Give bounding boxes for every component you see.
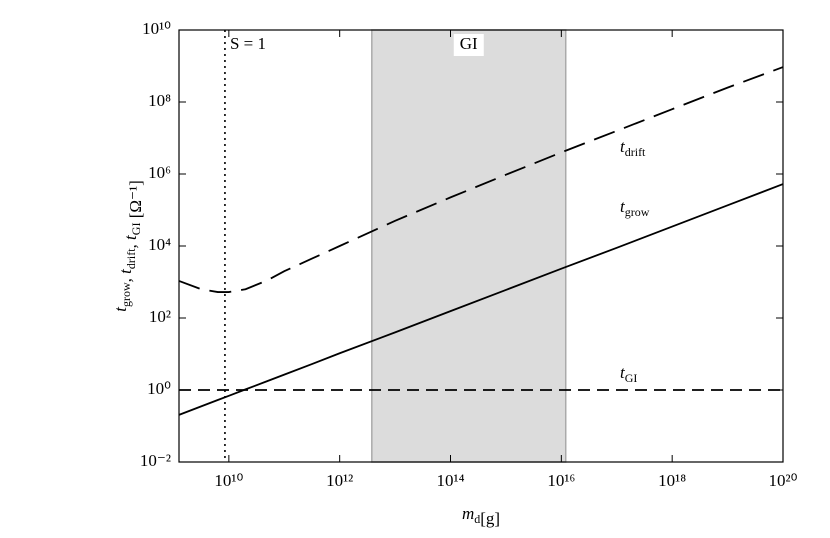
- x-axis-label: md[g]: [462, 504, 500, 528]
- y-tick-label: 10⁴: [148, 235, 171, 254]
- y-tick-label: 10⁸: [148, 91, 171, 110]
- series-label: tgrow: [620, 197, 650, 219]
- x-tick-label: 10¹⁴: [436, 471, 464, 490]
- x-tick-label: 10¹⁸: [658, 471, 686, 490]
- plot-frame: [178, 29, 784, 463]
- series-label: tGI: [620, 363, 637, 385]
- series-line: [178, 66, 784, 293]
- y-tick-label: 10⁶: [148, 163, 171, 182]
- x-tick-label: 10¹⁶: [547, 471, 575, 490]
- y-tick-label: 10¹⁰: [142, 19, 171, 38]
- gi-region: [371, 29, 567, 463]
- series-label: tdrift: [620, 137, 646, 159]
- x-tick-label: 10²⁰: [769, 471, 798, 490]
- y-tick-label: 10⁻²: [140, 451, 171, 470]
- x-tick-label: 10¹⁰: [214, 471, 243, 490]
- region-label-box: [453, 34, 484, 56]
- y-tick-label: 10²: [149, 307, 171, 326]
- series-line: [178, 183, 784, 416]
- y-axis-label: tgrow, tdrift, tGI [Ω⁻¹]: [111, 180, 145, 312]
- region-label: GI: [460, 34, 478, 53]
- x-tick-label: 10¹²: [326, 471, 353, 490]
- vline-label: S = 1: [230, 34, 266, 53]
- y-tick-label: 10⁰: [147, 379, 171, 398]
